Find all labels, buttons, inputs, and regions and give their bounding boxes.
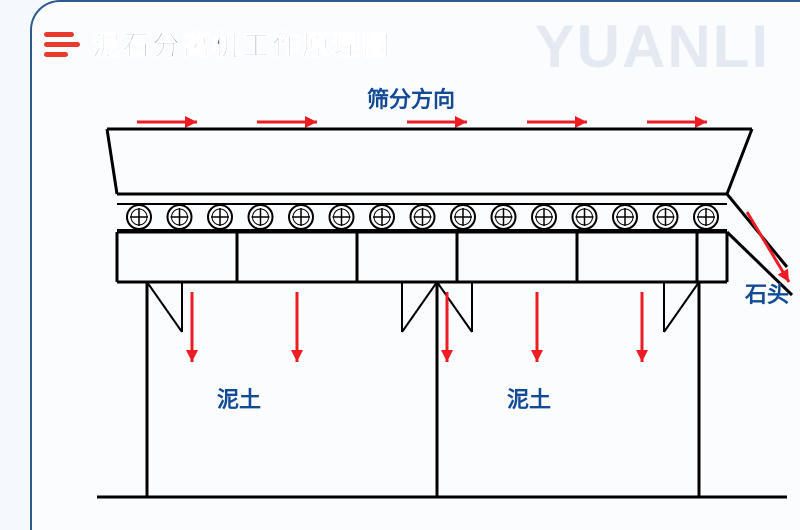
hamburger-icon	[44, 29, 80, 59]
diagram-svg	[87, 82, 797, 502]
label-mud-left: 泥土	[217, 382, 261, 414]
label-screen-direction: 筛分方向	[367, 82, 455, 114]
watermark-text: YUANLI	[535, 12, 770, 81]
label-mud-right: 泥土	[507, 382, 551, 414]
content-frame: YUANLI 泥石分离机工作原理图 筛分方向 泥土 泥土 石头	[30, 0, 800, 530]
page-title: 泥石分离机工作原理图	[92, 24, 392, 64]
diagram-canvas: 筛分方向 泥土 泥土 石头	[87, 82, 797, 502]
header: 泥石分离机工作原理图	[44, 24, 392, 64]
label-stone: 石头	[745, 277, 789, 309]
